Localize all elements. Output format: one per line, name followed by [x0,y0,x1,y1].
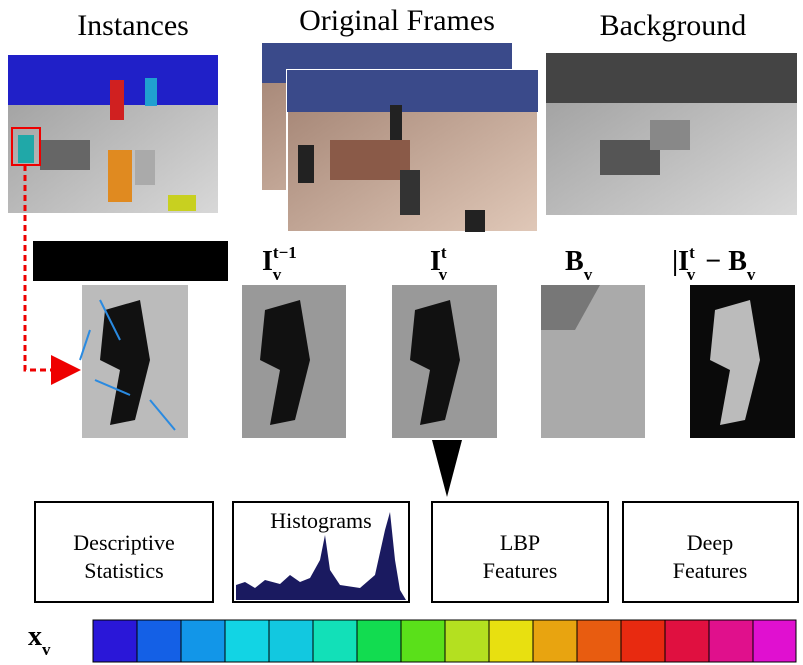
box-label: LBP [500,530,540,555]
math-base: |I [672,246,689,277]
down-arrow [432,440,462,497]
math-sub: v [273,265,282,284]
instances-image [8,55,218,213]
box-label: Descriptive [73,530,174,555]
math-label: It−1 v [262,243,297,284]
math-sup: t [689,243,695,262]
math-label: It v [430,243,448,284]
box-label: Deep [687,530,733,555]
background-title: Background [600,9,747,42]
math-sub: v [584,265,593,284]
math-base: x [28,621,42,652]
math-label: |It v − Bv [672,243,756,284]
math-sup: t−1 [273,243,297,262]
math-sub: v [42,640,51,659]
math-sub: v [747,265,756,284]
box-label: Histograms [270,508,371,533]
math-base: B [565,246,584,277]
crops [79,285,795,438]
dashed-arrow [23,165,81,385]
math-base: I [262,246,273,277]
box-label: Features [673,558,748,583]
original-title: Original Frames [299,4,495,37]
feature-boxes [34,501,799,603]
math-label: Bv [565,246,593,284]
math-sub: v [687,265,696,284]
background-image [546,53,797,215]
math-base: I [430,246,441,277]
math-sub: v [439,265,448,284]
original-frames [262,43,539,233]
math-rest: − B [705,246,747,277]
instances-title: Instances [77,9,189,42]
redacted-box [33,241,228,281]
feature-vector [92,619,797,663]
math-label: xv [28,621,51,659]
box-label: Features [483,558,558,583]
box-label: Statistics [84,558,163,583]
math-sup: t [441,243,447,262]
